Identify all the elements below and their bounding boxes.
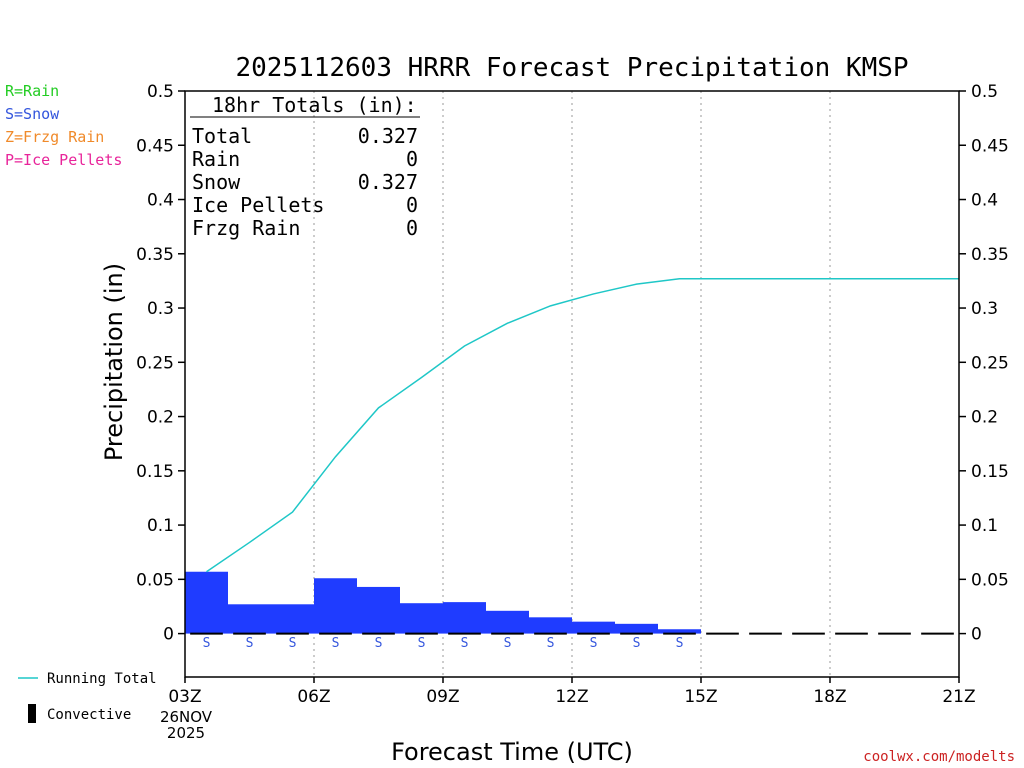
y-tick-label-left: 0 bbox=[163, 625, 174, 645]
y-tick-label-right: 0 bbox=[971, 625, 982, 645]
precip-bar bbox=[658, 629, 701, 634]
chart-title: 2025112603 HRRR Forecast Precipitation K… bbox=[235, 53, 908, 83]
y-tick-label-right: 0.15 bbox=[971, 462, 1009, 482]
precip-bar bbox=[400, 603, 443, 634]
ptype-legend-item: P=Ice Pellets bbox=[5, 151, 122, 169]
totals-row-value: 0 bbox=[406, 216, 418, 240]
precip-bar bbox=[486, 610, 529, 634]
totals-row-value: 0 bbox=[406, 193, 418, 217]
ptype-marker: S bbox=[504, 636, 512, 651]
y-tick-label-right: 0.35 bbox=[971, 245, 1009, 265]
y-tick-label-left: 0.15 bbox=[136, 462, 174, 482]
x-tick-label: 03Z bbox=[168, 687, 201, 707]
x-tick-label: 12Z bbox=[555, 687, 588, 707]
y-axis-right: 0 0.05 0.1 0.15 0.2 0.25 0.3 0.35 0.4 0.45 0.5 bbox=[959, 82, 1009, 645]
y-tick-label-right: 0.5 bbox=[971, 82, 998, 102]
ptype-marker: S bbox=[676, 636, 684, 651]
precip-bar bbox=[185, 571, 228, 634]
ptype-legend: R=Rain S=Snow Z=Frzg Rain P=Ice Pellets bbox=[5, 82, 122, 169]
totals-heading: 18hr Totals (in): bbox=[212, 93, 417, 117]
running-total-line bbox=[206, 277, 959, 573]
x-axis-title: Forecast Time (UTC) bbox=[391, 738, 633, 766]
y-tick-label-left: 0.5 bbox=[147, 82, 174, 102]
convective-legend-swatch bbox=[28, 704, 36, 723]
y-tick-label-right: 0.45 bbox=[971, 136, 1009, 156]
precip-bar bbox=[271, 604, 314, 634]
ptype-marker: S bbox=[332, 636, 340, 651]
ptype-legend-item: Z=Frzg Rain bbox=[5, 128, 104, 146]
y-axis-left: 0 0.05 0.1 0.15 0.2 0.25 0.3 0.35 0.4 0.45 0.5 bbox=[136, 82, 185, 645]
ptype-legend-item: S=Snow bbox=[5, 105, 60, 123]
y-tick-label-left: 0.2 bbox=[147, 408, 174, 428]
precip-bar bbox=[529, 617, 572, 634]
precip-bar bbox=[228, 604, 271, 634]
y-tick-label-right: 0.4 bbox=[971, 191, 998, 211]
precip-bar bbox=[443, 602, 486, 634]
convective-legend-label: Convective bbox=[47, 707, 131, 723]
running-total-legend-label: Running Total bbox=[47, 671, 157, 687]
bottom-legend: Running Total Convective bbox=[18, 671, 157, 723]
ptype-marker: S bbox=[375, 636, 383, 651]
totals-row-label: Total bbox=[192, 124, 252, 148]
x-tick-label: 09Z bbox=[426, 687, 459, 707]
y-tick-label-right: 0.1 bbox=[971, 516, 998, 536]
totals-row-label: Snow bbox=[192, 170, 241, 194]
x-date-label: 26NOV bbox=[160, 708, 213, 726]
y-tick-label-left: 0.45 bbox=[136, 136, 174, 156]
ptype-marker: S bbox=[246, 636, 254, 651]
ptype-marker: S bbox=[418, 636, 426, 651]
credit-link[interactable]: coolwx.com/modelts bbox=[863, 749, 1015, 765]
y-tick-label-right: 0.2 bbox=[971, 408, 998, 428]
y-tick-label-left: 0.35 bbox=[136, 245, 174, 265]
x-axis: 03Z 06Z 09Z 12Z 15Z 18Z 21Z bbox=[168, 677, 976, 707]
y-tick-label-left: 0.1 bbox=[147, 516, 174, 536]
gridlines bbox=[313, 91, 831, 677]
y-tick-label-left: 0.4 bbox=[147, 191, 174, 211]
precip-bar bbox=[615, 623, 658, 634]
y-tick-label-right: 0.25 bbox=[971, 353, 1009, 373]
precip-bar bbox=[357, 586, 400, 634]
x-tick-label: 15Z bbox=[684, 687, 717, 707]
ptype-marker: S bbox=[203, 636, 211, 651]
totals-row-label: Ice Pellets bbox=[192, 193, 324, 217]
totals-row-value: 0.327 bbox=[358, 124, 418, 148]
precip-bar bbox=[314, 578, 357, 634]
totals-row-value: 0 bbox=[406, 147, 418, 171]
ptype-marker: S bbox=[547, 636, 555, 651]
totals-row-value: 0.327 bbox=[358, 170, 418, 194]
ptype-marker: S bbox=[461, 636, 469, 651]
totals-row-label: Rain bbox=[192, 147, 240, 171]
ptype-marker: S bbox=[289, 636, 297, 651]
x-tick-label: 18Z bbox=[813, 687, 846, 707]
y-tick-label-right: 0.3 bbox=[971, 299, 998, 319]
hourly-precip-bars bbox=[185, 571, 701, 634]
x-year-label: 2025 bbox=[167, 724, 205, 742]
totals-rows: Total 0.327 Rain 0 Snow 0.327 Ice Pellets 0 Frzg… bbox=[192, 124, 418, 240]
y-tick-label-left: 0.05 bbox=[136, 570, 174, 590]
y-tick-label-left: 0.3 bbox=[147, 299, 174, 319]
y-axis-title: Precipitation (in) bbox=[100, 263, 128, 461]
precip-bar bbox=[572, 621, 615, 634]
x-tick-label: 21Z bbox=[942, 687, 975, 707]
ptype-marker: S bbox=[633, 636, 641, 651]
totals-row-label: Frzg Rain bbox=[192, 216, 300, 240]
x-tick-label: 06Z bbox=[297, 687, 330, 707]
ptype-marker: S bbox=[590, 636, 598, 651]
totals-box: 18hr Totals (in): Total 0.327 Rain 0 Snow 0.3… bbox=[190, 93, 420, 240]
y-tick-label-right: 0.05 bbox=[971, 570, 1009, 590]
y-tick-label-left: 0.25 bbox=[136, 353, 174, 373]
ptype-legend-item: R=Rain bbox=[5, 82, 59, 100]
